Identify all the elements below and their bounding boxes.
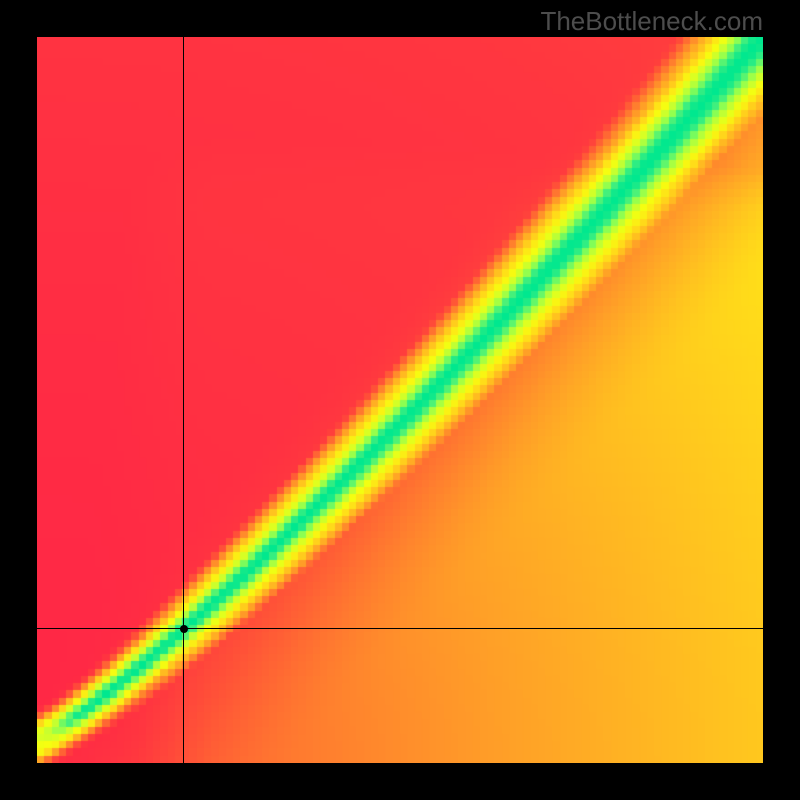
watermark-text: TheBottleneck.com xyxy=(540,6,763,37)
heatmap-field xyxy=(37,37,763,763)
crosshair-vertical xyxy=(183,37,184,763)
bottleneck-chart: TheBottleneck.com xyxy=(0,0,800,800)
crosshair-point xyxy=(180,625,188,633)
crosshair-horizontal xyxy=(37,628,763,629)
